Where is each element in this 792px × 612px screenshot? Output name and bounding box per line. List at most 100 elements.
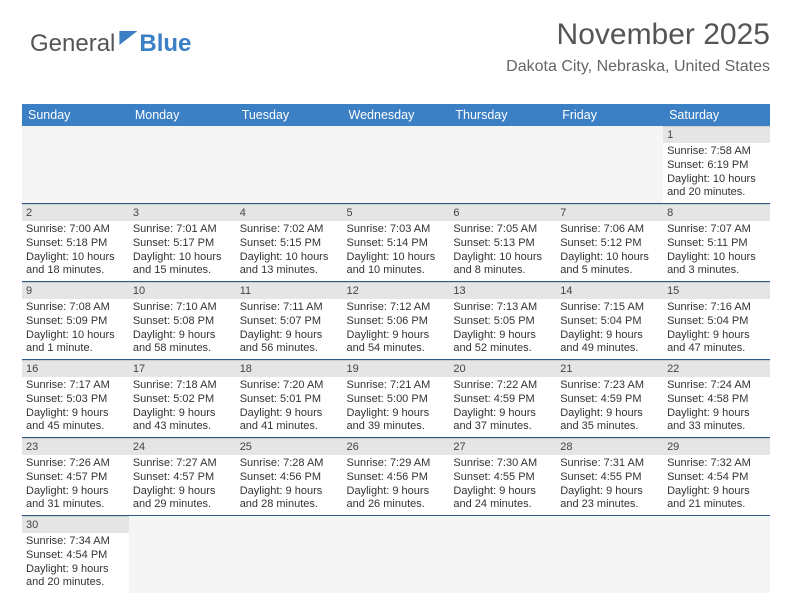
sunrise-text: Sunrise: 7:08 AM [26,301,125,315]
calendar-day-cell: 19Sunrise: 7:21 AMSunset: 5:00 PMDayligh… [343,360,450,438]
sunset-text: Sunset: 5:11 PM [667,237,766,251]
day-details: Sunrise: 7:11 AMSunset: 5:07 PMDaylight:… [236,299,343,359]
daylight-text: Daylight: 9 hours and 49 minutes. [560,329,659,357]
sunset-text: Sunset: 5:12 PM [560,237,659,251]
calendar-day-cell: 29Sunrise: 7:32 AMSunset: 4:54 PMDayligh… [663,438,770,516]
daylight-text: Daylight: 10 hours and 10 minutes. [347,251,446,279]
daylight-text: Daylight: 9 hours and 20 minutes. [26,563,125,591]
sunset-text: Sunset: 4:58 PM [667,393,766,407]
sunset-text: Sunset: 6:19 PM [667,159,766,173]
daylight-text: Daylight: 9 hours and 54 minutes. [347,329,446,357]
day-number: 19 [343,360,450,377]
sunrise-text: Sunrise: 7:58 AM [667,145,766,159]
calendar-day-cell [236,126,343,204]
day-number: 6 [449,204,556,221]
calendar-day-cell: 2Sunrise: 7:00 AMSunset: 5:18 PMDaylight… [22,204,129,282]
day-number: 16 [22,360,129,377]
day-details: Sunrise: 7:58 AMSunset: 6:19 PMDaylight:… [663,143,770,203]
calendar-day-cell [129,516,236,594]
sunrise-text: Sunrise: 7:18 AM [133,379,232,393]
daylight-text: Daylight: 9 hours and 33 minutes. [667,407,766,435]
day-number: 4 [236,204,343,221]
day-details: Sunrise: 7:34 AMSunset: 4:54 PMDaylight:… [22,533,129,593]
calendar-day-cell: 8Sunrise: 7:07 AMSunset: 5:11 PMDaylight… [663,204,770,282]
sunrise-text: Sunrise: 7:10 AM [133,301,232,315]
sunrise-text: Sunrise: 7:20 AM [240,379,339,393]
calendar-week-row: 30Sunrise: 7:34 AMSunset: 4:54 PMDayligh… [22,516,770,594]
daylight-text: Daylight: 9 hours and 31 minutes. [26,485,125,513]
calendar-day-cell [556,126,663,204]
day-number: 23 [22,438,129,455]
day-number: 5 [343,204,450,221]
daylight-text: Daylight: 9 hours and 21 minutes. [667,485,766,513]
daylight-text: Daylight: 10 hours and 18 minutes. [26,251,125,279]
sunset-text: Sunset: 5:03 PM [26,393,125,407]
calendar-day-cell: 5Sunrise: 7:03 AMSunset: 5:14 PMDaylight… [343,204,450,282]
calendar-day-cell [129,126,236,204]
day-details: Sunrise: 7:17 AMSunset: 5:03 PMDaylight:… [22,377,129,437]
sunset-text: Sunset: 5:15 PM [240,237,339,251]
weekday-header: Tuesday [236,104,343,126]
daylight-text: Daylight: 9 hours and 52 minutes. [453,329,552,357]
sunrise-text: Sunrise: 7:23 AM [560,379,659,393]
sunrise-text: Sunrise: 7:21 AM [347,379,446,393]
calendar-day-cell [343,126,450,204]
day-details: Sunrise: 7:20 AMSunset: 5:01 PMDaylight:… [236,377,343,437]
sunrise-text: Sunrise: 7:24 AM [667,379,766,393]
day-details: Sunrise: 7:13 AMSunset: 5:05 PMDaylight:… [449,299,556,359]
day-number: 11 [236,282,343,299]
daylight-text: Daylight: 9 hours and 47 minutes. [667,329,766,357]
sunrise-text: Sunrise: 7:06 AM [560,223,659,237]
daylight-text: Daylight: 10 hours and 15 minutes. [133,251,232,279]
daylight-text: Daylight: 10 hours and 3 minutes. [667,251,766,279]
calendar-day-cell: 21Sunrise: 7:23 AMSunset: 4:59 PMDayligh… [556,360,663,438]
sunrise-text: Sunrise: 7:17 AM [26,379,125,393]
day-number: 9 [22,282,129,299]
day-details: Sunrise: 7:10 AMSunset: 5:08 PMDaylight:… [129,299,236,359]
weekday-header: Thursday [449,104,556,126]
sunset-text: Sunset: 5:05 PM [453,315,552,329]
calendar-day-cell: 26Sunrise: 7:29 AMSunset: 4:56 PMDayligh… [343,438,450,516]
sunrise-text: Sunrise: 7:03 AM [347,223,446,237]
day-number: 29 [663,438,770,455]
calendar-table: Sunday Monday Tuesday Wednesday Thursday… [22,104,770,593]
day-number: 25 [236,438,343,455]
logo-text-general: General [30,30,115,58]
day-details: Sunrise: 7:16 AMSunset: 5:04 PMDaylight:… [663,299,770,359]
day-details: Sunrise: 7:07 AMSunset: 5:11 PMDaylight:… [663,221,770,281]
day-number: 3 [129,204,236,221]
day-number: 24 [129,438,236,455]
weekday-header: Friday [556,104,663,126]
day-details: Sunrise: 7:29 AMSunset: 4:56 PMDaylight:… [343,455,450,515]
sunset-text: Sunset: 4:54 PM [26,549,125,563]
sunrise-text: Sunrise: 7:34 AM [26,535,125,549]
calendar-day-cell: 10Sunrise: 7:10 AMSunset: 5:08 PMDayligh… [129,282,236,360]
calendar-week-row: 2Sunrise: 7:00 AMSunset: 5:18 PMDaylight… [22,204,770,282]
calendar-day-cell: 27Sunrise: 7:30 AMSunset: 4:55 PMDayligh… [449,438,556,516]
day-details: Sunrise: 7:05 AMSunset: 5:13 PMDaylight:… [449,221,556,281]
daylight-text: Daylight: 10 hours and 13 minutes. [240,251,339,279]
sunrise-text: Sunrise: 7:31 AM [560,457,659,471]
calendar-day-cell: 28Sunrise: 7:31 AMSunset: 4:55 PMDayligh… [556,438,663,516]
day-number: 26 [343,438,450,455]
day-details: Sunrise: 7:08 AMSunset: 5:09 PMDaylight:… [22,299,129,359]
day-number: 2 [22,204,129,221]
day-details: Sunrise: 7:27 AMSunset: 4:57 PMDaylight:… [129,455,236,515]
sunrise-text: Sunrise: 7:29 AM [347,457,446,471]
daylight-text: Daylight: 10 hours and 1 minute. [26,329,125,357]
day-number: 22 [663,360,770,377]
calendar-day-cell [449,516,556,594]
logo-text-blue: Blue [139,30,191,58]
flag-icon [119,31,137,45]
daylight-text: Daylight: 10 hours and 20 minutes. [667,173,766,201]
sunset-text: Sunset: 4:56 PM [347,471,446,485]
daylight-text: Daylight: 9 hours and 58 minutes. [133,329,232,357]
daylight-text: Daylight: 9 hours and 24 minutes. [453,485,552,513]
calendar-day-cell: 3Sunrise: 7:01 AMSunset: 5:17 PMDaylight… [129,204,236,282]
calendar-day-cell [343,516,450,594]
day-number: 18 [236,360,343,377]
day-details: Sunrise: 7:26 AMSunset: 4:57 PMDaylight:… [22,455,129,515]
calendar-day-cell: 15Sunrise: 7:16 AMSunset: 5:04 PMDayligh… [663,282,770,360]
sunrise-text: Sunrise: 7:00 AM [26,223,125,237]
daylight-text: Daylight: 9 hours and 45 minutes. [26,407,125,435]
